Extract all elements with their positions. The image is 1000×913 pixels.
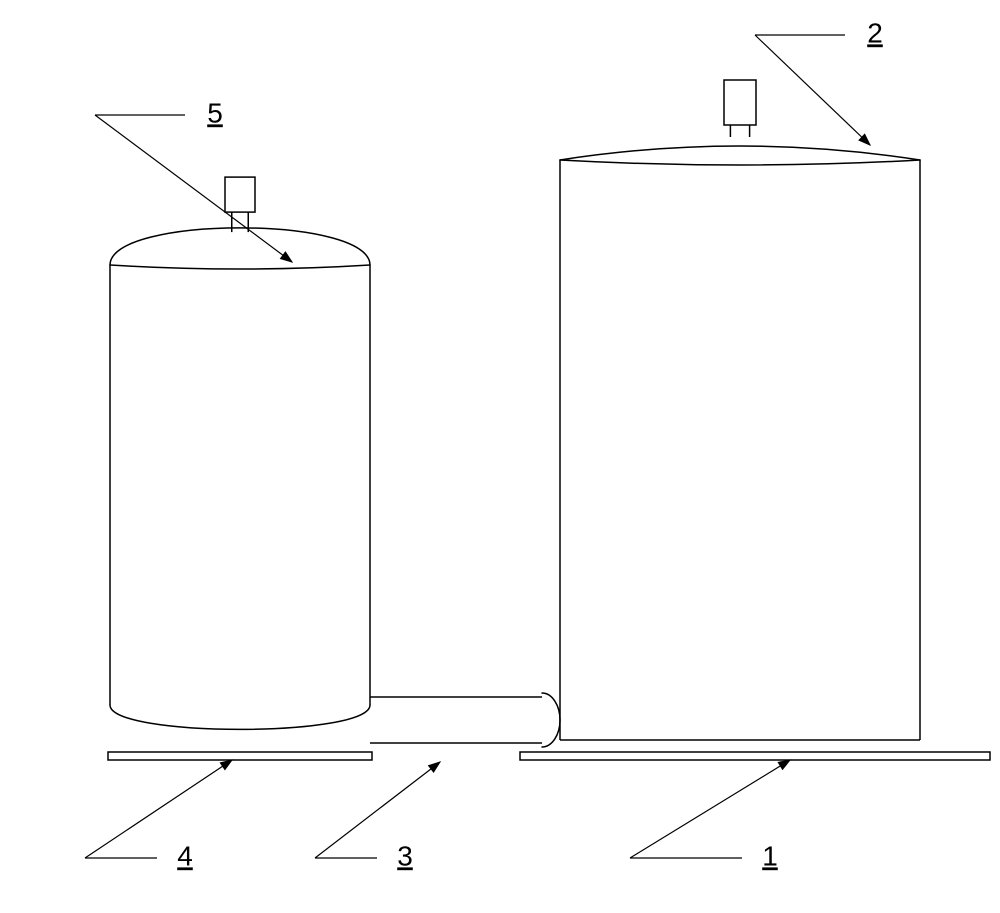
callout-label-2: 2 (867, 17, 883, 48)
callout-label-4: 4 (177, 840, 193, 871)
technical-diagram: 1 2 3 4 5 (0, 0, 1000, 913)
callout-label-1: 1 (762, 840, 778, 871)
callout-label-3: 3 (397, 840, 413, 871)
callout-label-5: 5 (207, 97, 223, 128)
